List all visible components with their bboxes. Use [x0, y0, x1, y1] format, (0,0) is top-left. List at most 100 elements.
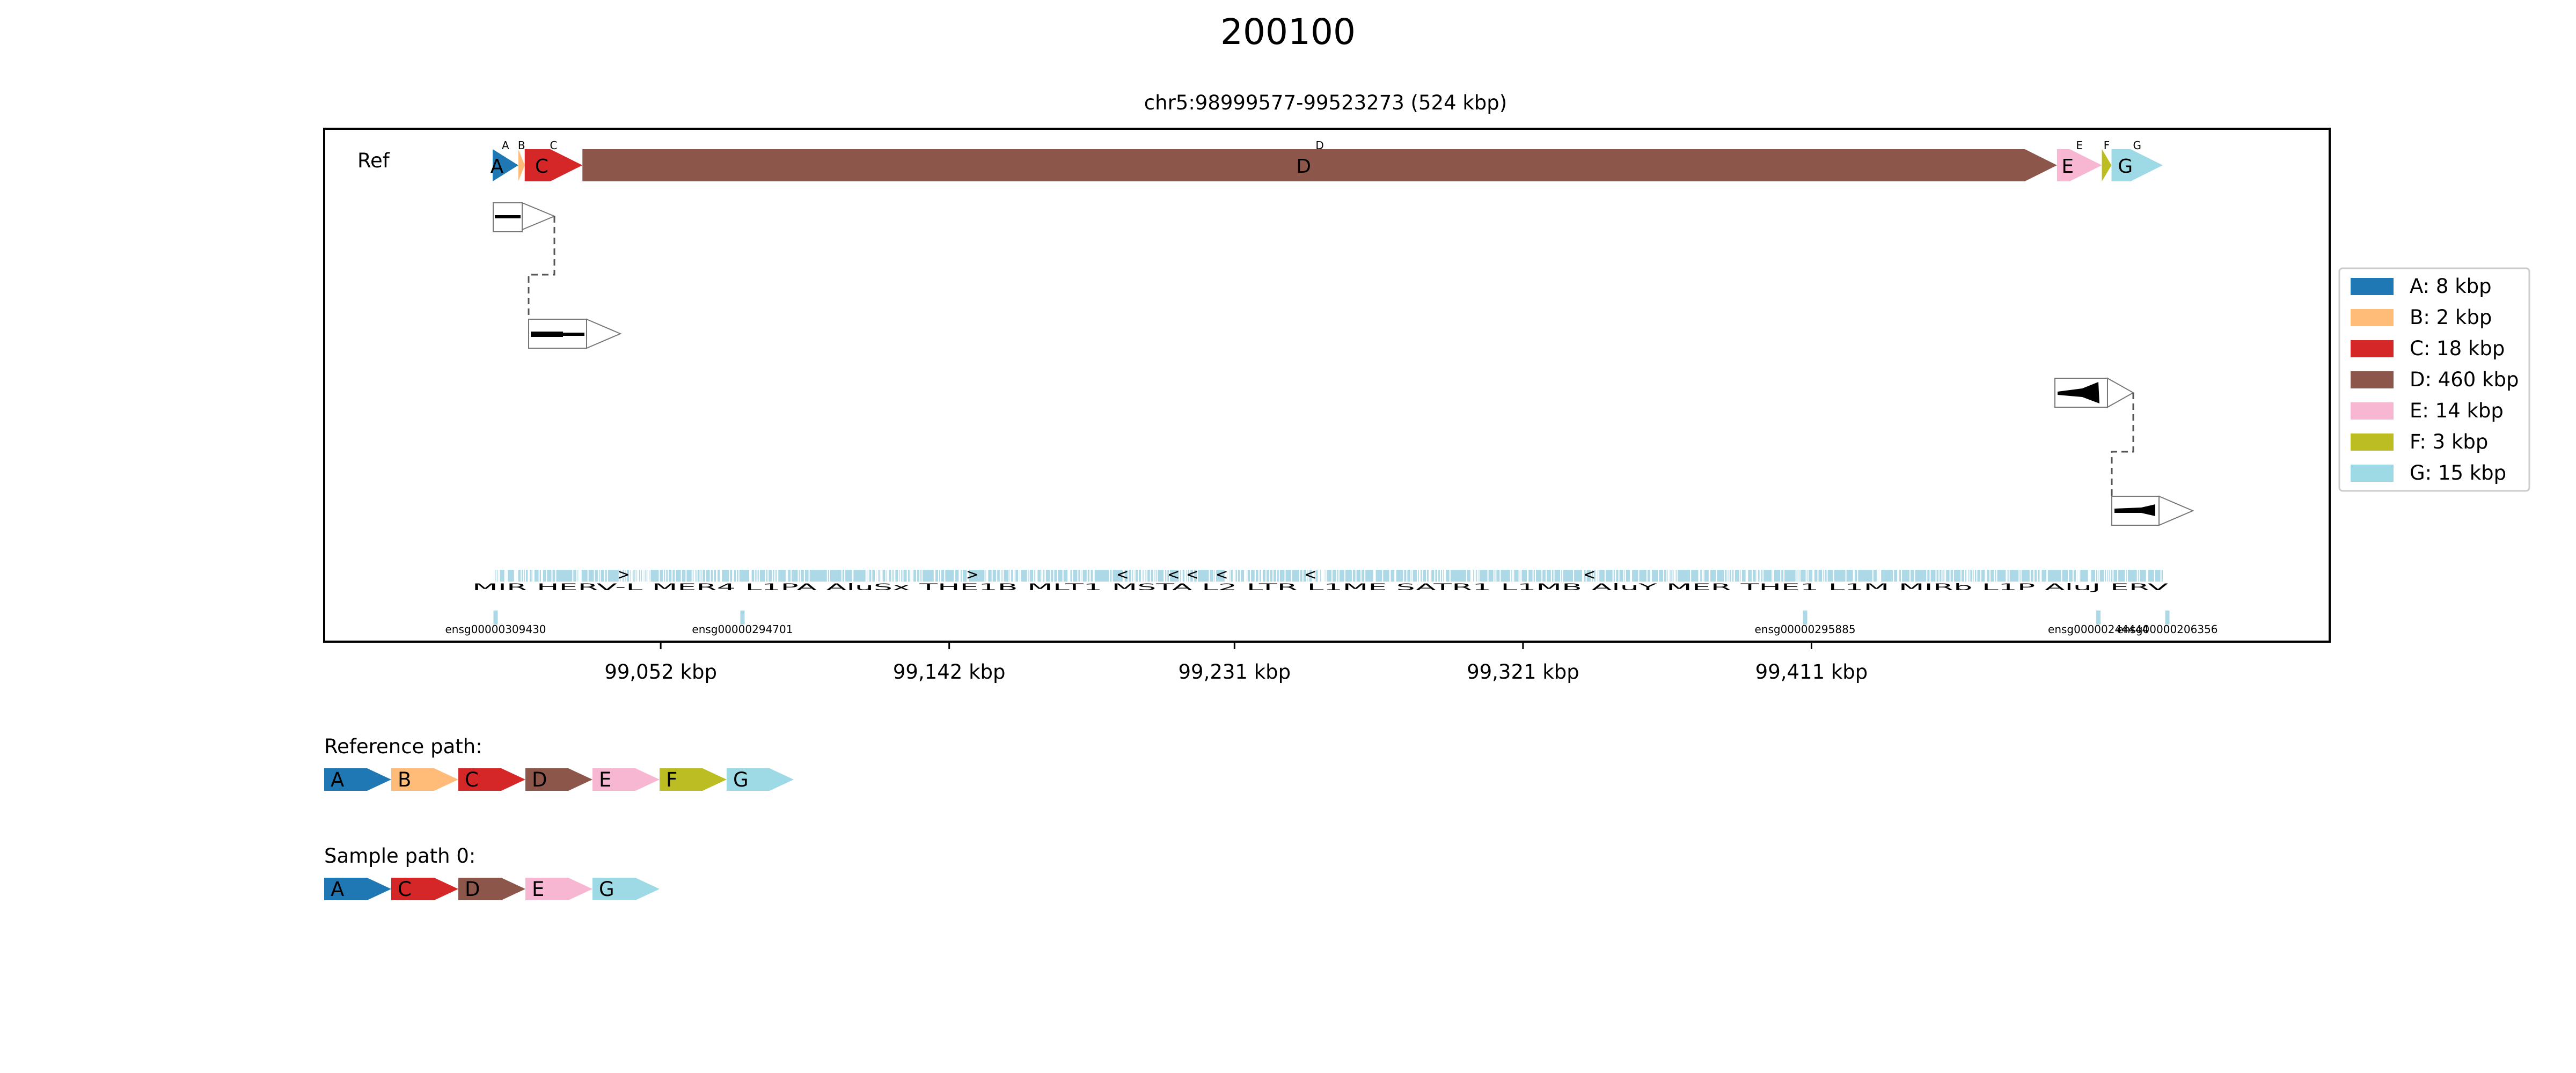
repeat-gap — [1630, 570, 1631, 582]
segment-A-arrow — [493, 149, 518, 181]
repeat-gap — [1553, 570, 1555, 582]
repeat-gap — [1938, 570, 1940, 582]
repeat-gap — [618, 570, 620, 582]
repeat-gap — [495, 570, 497, 582]
repeat-gap — [1036, 570, 1037, 582]
repeat-gap — [1935, 570, 1937, 582]
x-tick-label: 99,411 kbp — [1755, 660, 1868, 684]
repeat-labels: MIR HERV-L MER4 L1PA AluSx THE1B MLT1 MS… — [472, 582, 2169, 593]
repeat-gap — [2037, 570, 2038, 582]
repeat-gap — [1949, 570, 1951, 582]
repeat-gap — [1901, 570, 1902, 582]
repeat-strand-marker: < — [1186, 565, 1198, 583]
repeat-gap — [829, 570, 830, 582]
connector-dashed — [528, 216, 555, 319]
repeat-gap — [1299, 570, 1300, 582]
repeat-gap — [911, 570, 912, 582]
repeat-gap — [647, 570, 649, 582]
repeat-gap — [506, 570, 507, 582]
repeat-gap — [1972, 570, 1974, 582]
repeat-gap — [1258, 570, 1260, 582]
legend-swatch-E — [2351, 402, 2394, 420]
repeat-gap — [1179, 570, 1180, 582]
gene-label: ensg00000294701 — [692, 623, 793, 636]
repeat-gap — [1752, 570, 1753, 582]
repeat-gap — [1893, 570, 1894, 582]
figure-subtitle: chr5:98999577-99523273 (524 kbp) — [1144, 91, 1507, 114]
repeat-gap — [1027, 570, 1028, 582]
sample-path-0-segment-C — [391, 878, 458, 900]
repeat-gap — [1813, 570, 1814, 582]
repeat-gap — [638, 570, 639, 582]
repeat-gap — [1321, 570, 1323, 582]
repeat-gap — [1728, 570, 1730, 582]
repeat-gap — [1213, 570, 1214, 582]
alignment-signal — [531, 332, 563, 337]
repeat-gap — [1674, 570, 1676, 582]
repeat-gap — [1582, 570, 1583, 582]
repeat-gap — [1854, 570, 1855, 582]
ref-path-segment-label: D — [532, 768, 547, 791]
repeat-gap — [1244, 570, 1246, 582]
repeat-gap — [1826, 570, 1828, 582]
repeat-gap — [1677, 570, 1678, 582]
repeat-gap — [2072, 570, 2074, 582]
repeat-gap — [1499, 570, 1501, 582]
repeat-gap — [636, 570, 638, 582]
repeat-gap — [1615, 570, 1616, 582]
segment-F-top-label: F — [2104, 139, 2110, 152]
repeat-gap — [2106, 570, 2107, 582]
repeat-gap — [1445, 570, 1446, 582]
repeat-gap — [1996, 570, 1997, 582]
repeat-gap — [1276, 570, 1277, 582]
repeat-gap — [1805, 570, 1807, 582]
repeat-gap — [621, 570, 623, 582]
repeat-gap — [1666, 570, 1668, 582]
ref-label: Ref — [357, 149, 390, 172]
repeat-gap — [2039, 570, 2041, 582]
repeat-gap — [2008, 570, 2010, 582]
repeat-gap — [1302, 570, 1304, 582]
repeat-gap — [1631, 570, 1633, 582]
repeat-gap — [777, 570, 778, 582]
repeat-gap — [713, 570, 714, 582]
repeat-gap — [1638, 570, 1640, 582]
repeat-gap — [2146, 570, 2147, 582]
repeat-gap — [1240, 570, 1241, 582]
repeat-gap — [1474, 570, 1475, 582]
repeat-gap — [1196, 570, 1198, 582]
repeat-gap — [933, 570, 935, 582]
repeat-gap — [538, 570, 540, 582]
repeat-gap — [1701, 570, 1703, 582]
repeat-gap — [1527, 570, 1528, 582]
repeat-gap — [1466, 570, 1467, 582]
repeat-gap — [1872, 570, 1874, 582]
repeat-gap — [1093, 570, 1094, 582]
repeat-gap — [1878, 570, 1879, 582]
repeat-gap — [529, 570, 530, 582]
segment-D-top-label: D — [1315, 139, 1323, 152]
repeat-gap — [1272, 570, 1274, 582]
repeat-gap — [1658, 570, 1659, 582]
repeat-gap — [668, 570, 669, 582]
repeat-gap — [643, 570, 645, 582]
repeat-gap — [1708, 570, 1710, 582]
repeat-gap — [800, 570, 801, 582]
repeat-gap — [1144, 570, 1146, 582]
repeat-gap — [640, 570, 641, 582]
sample-path-label: Sample path 0: — [324, 844, 475, 868]
repeat-gap — [2095, 570, 2096, 582]
repeat-gap — [701, 570, 703, 582]
segment-A-label: A — [491, 156, 504, 178]
legend-label-G: G: 15 kbp — [2410, 461, 2506, 484]
legend-swatch-A — [2351, 278, 2394, 295]
repeat-strand-marker: < — [1304, 565, 1316, 583]
repeat-gap — [1623, 570, 1624, 582]
repeat-gap — [1214, 570, 1216, 582]
ref-path-segment-label: G — [733, 768, 749, 791]
repeat-gap — [1495, 570, 1497, 582]
repeat-gap — [1595, 570, 1597, 582]
repeat-gap — [2046, 570, 2048, 582]
repeat-gap — [787, 570, 788, 582]
repeat-gap — [1093, 570, 1095, 582]
